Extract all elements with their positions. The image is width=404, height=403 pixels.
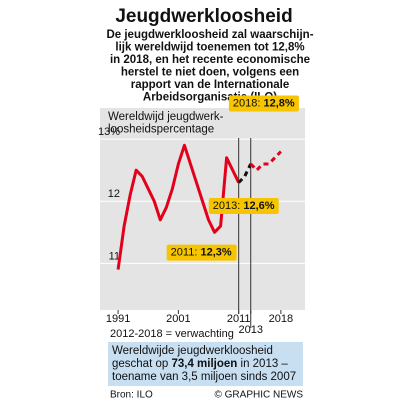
subtitle-line: De jeugdwerkloosheid zal waarschijn-: [106, 29, 313, 41]
summary-part: in 2013 –: [237, 358, 288, 370]
callout-value: 12,8%: [263, 97, 294, 109]
summary-line: Wereldwijde jeugdwerkloosheid: [112, 345, 273, 357]
y-tick-label: 11: [109, 250, 120, 262]
callout-label: 2013:: [213, 200, 241, 212]
chart-title: Jeugdwerkloosheid: [115, 6, 292, 27]
callout-text: 2013: 12,6%: [213, 200, 275, 212]
data-line: [116, 143, 241, 270]
credit: © GRAPHIC NEWS: [215, 390, 304, 401]
callout-label: 2018:: [233, 97, 261, 109]
y-axis-label: Wereldwijd jeugdwerk-: [108, 111, 224, 123]
summary-line: geschat op 73,4 miljoen in 2013 –: [112, 358, 288, 370]
summary-line: toename van 3,5 miljoen sinds 2007: [112, 371, 296, 383]
x-tick-label: 2001: [166, 313, 190, 325]
callout-box: [208, 197, 279, 214]
data-line: [237, 163, 253, 184]
summary-box: [108, 342, 303, 386]
callout-value: 12,3%: [200, 246, 231, 258]
x-tick-label: 2018: [269, 313, 293, 325]
callout-value: 12,6%: [243, 200, 274, 212]
summary-part: 73,4 miljoen: [171, 358, 237, 370]
summary-part: Wereldwijde jeugdwerkloosheid: [112, 345, 273, 357]
summary-part: geschat op: [112, 358, 171, 370]
subtitle-line: lijk wereldwijd toenemen tot 12,8%: [115, 42, 304, 54]
y-tick-label: 12: [108, 188, 120, 200]
callout-box: [166, 244, 237, 261]
subtitle-line: in 2018, en het recente economische: [110, 54, 310, 66]
y-axis-label: loosheidspercentage: [108, 124, 214, 136]
subtitle-line: rapport van de Internationale: [131, 79, 289, 91]
y-tick-label: 13%: [98, 126, 120, 138]
summary-part: toename van 3,5 miljoen sinds 2007: [112, 371, 296, 383]
x-tick-label: 2013: [238, 324, 262, 336]
callout-text: 2011: 12,3%: [171, 246, 232, 258]
source: Bron: ILO: [110, 390, 153, 401]
note: 2012-2018 = verwachting: [110, 328, 234, 340]
callout-label: 2011:: [171, 246, 198, 258]
x-tick-label: 2011: [227, 313, 251, 325]
data-line: [249, 150, 282, 172]
x-tick-label: 1991: [106, 313, 130, 325]
subtitle-line: herstel te niet doen, volgens een: [121, 67, 299, 79]
callout-box: [228, 95, 299, 112]
callout-text: 2018: 12,8%: [233, 97, 295, 109]
